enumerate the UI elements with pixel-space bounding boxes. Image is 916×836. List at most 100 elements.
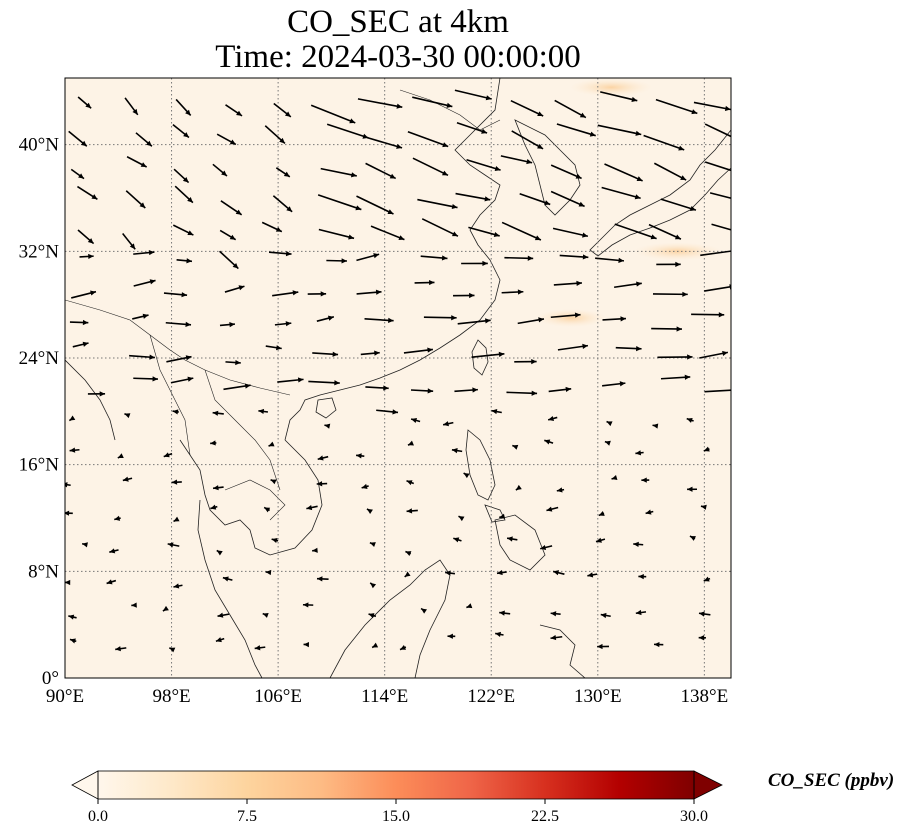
wind-vector (217, 612, 230, 618)
wind-vector (686, 417, 694, 423)
wind-vector (223, 383, 251, 391)
wind-vector (633, 541, 644, 547)
wind-vector (645, 509, 654, 515)
wind-vector (212, 485, 224, 491)
wind-vector (606, 420, 613, 427)
wind-vector (272, 195, 293, 213)
wind-vector (410, 388, 434, 394)
wind-vector (263, 506, 271, 513)
wind-vector (456, 121, 488, 134)
wind-vector (65, 579, 71, 586)
sulawesi-coastline (539, 624, 586, 678)
wind-vector (216, 133, 237, 146)
wind-vector (171, 479, 182, 485)
wind-vector (457, 318, 491, 325)
wind-vector (407, 130, 449, 148)
colorbar-tick-label: 22.5 (531, 808, 559, 825)
wind-vector (215, 637, 225, 643)
wind-vector (648, 223, 682, 240)
wind-vector (79, 253, 94, 260)
wind-vector (657, 354, 693, 360)
wind-vector (552, 570, 565, 576)
wind-vector (495, 631, 504, 637)
wind-vector (254, 645, 266, 651)
wind-vector (550, 190, 585, 208)
wind-vector (651, 326, 683, 332)
wind-vector (310, 104, 356, 124)
malay-peninsula-coastline (197, 499, 263, 678)
wind-vector (265, 345, 282, 351)
wind-vector (406, 508, 418, 514)
wind-vector (698, 635, 706, 641)
wind-vector (421, 218, 459, 237)
wind-vector (635, 450, 644, 456)
wind-vector (406, 480, 415, 486)
map-panel (65, 78, 731, 678)
wind-vector (600, 612, 611, 619)
wind-vector (220, 200, 243, 216)
wind-vector (703, 446, 710, 452)
wind-vector-layer (65, 89, 731, 653)
wind-vector (312, 351, 339, 357)
visayas-coastline (484, 504, 506, 523)
wind-vector (510, 99, 544, 117)
wind-vector (303, 641, 310, 648)
map-frame (64, 77, 732, 679)
wind-vector (595, 257, 625, 263)
wind-vector (600, 91, 638, 102)
wind-vector (366, 136, 403, 149)
map-subtitle-time: Time: 2024-03-30 00:00:00 (215, 39, 581, 75)
wind-vector (559, 254, 589, 260)
wind-vector (317, 194, 362, 211)
wind-vector (506, 390, 538, 396)
wind-vector (114, 515, 121, 521)
colorbar-tick-label: 0.0 (88, 808, 108, 825)
wind-vector (399, 644, 407, 651)
wind-vector (126, 156, 148, 168)
wind-vector (614, 223, 657, 240)
wind-vector (597, 124, 642, 136)
wind-vector (264, 125, 286, 145)
wind-vector (691, 312, 725, 318)
wind-vector (556, 123, 596, 137)
colorbar-body (98, 771, 694, 799)
wind-vector (546, 506, 559, 512)
wind-vector (371, 642, 379, 649)
wind-vector (420, 255, 448, 261)
indochina-coastline (179, 439, 323, 556)
lon-tick-label: 98°E (152, 686, 190, 707)
wind-vector (643, 134, 685, 151)
colorbar-tick-label: 7.5 (237, 808, 257, 825)
lon-tick-label: 106°E (254, 686, 302, 707)
wind-vector (318, 228, 355, 240)
wind-vector (587, 572, 598, 578)
wind-vector (512, 444, 519, 450)
wind-vector (268, 441, 275, 447)
wind-vector (174, 185, 194, 204)
wind-vector (65, 482, 71, 488)
wind-vector (614, 281, 642, 289)
wind-vector (225, 359, 241, 366)
wind-vector (324, 423, 331, 429)
wind-vector (77, 185, 98, 200)
wind-vector (365, 162, 397, 180)
wind-vector (129, 354, 155, 360)
wind-vector (125, 190, 146, 209)
wind-vector (376, 409, 399, 415)
wind-vector (461, 260, 488, 267)
wind-vector (357, 98, 403, 109)
lon-tick-label: 114°E (361, 686, 408, 707)
wind-vector (417, 198, 458, 210)
map-title: CO_SEC at 4km (287, 4, 509, 40)
wind-vector (356, 195, 394, 215)
japan-coastline (589, 129, 731, 257)
wind-vector (598, 511, 605, 517)
wind-vector (414, 279, 435, 286)
wind-vector (212, 410, 224, 416)
wind-vector (704, 123, 731, 138)
wind-vector (117, 453, 124, 459)
wind-vector (447, 633, 456, 639)
colorbar: 0.0 7.5 15.0 22.5 30.0 (71, 770, 723, 825)
wind-vector (366, 508, 373, 515)
wind-vector (166, 355, 192, 363)
